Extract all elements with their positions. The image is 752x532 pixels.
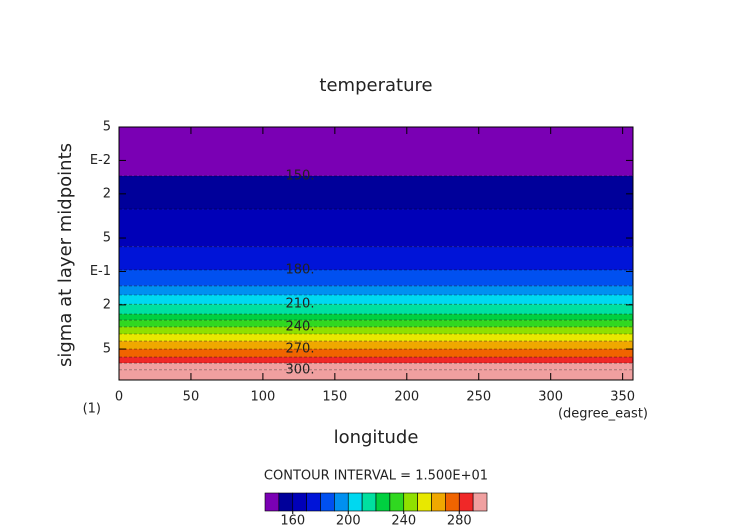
x-tick-label: 250 (466, 390, 491, 405)
contour-band (119, 357, 633, 364)
colorbar-box (292, 492, 307, 512)
colorbar-tick-label: 240 (391, 514, 416, 529)
colorbar-box (334, 492, 349, 512)
colorbar-box (278, 492, 294, 512)
x-tick-label: 300 (538, 390, 563, 405)
contour-band (119, 304, 633, 315)
y-tick-label: 2 (103, 186, 111, 201)
colorbar-box (458, 492, 474, 512)
x-tick-label: 350 (610, 390, 635, 405)
y-tick-label: 5 (103, 342, 111, 357)
x-tick-label: 0 (115, 390, 123, 405)
contour-label: 270. (286, 342, 315, 357)
contour-band (119, 363, 633, 370)
contour-label: 240. (286, 319, 315, 334)
y-tick-label: 2 (103, 297, 111, 312)
colorbar-box (431, 492, 446, 512)
contour-band (119, 341, 633, 350)
colorbar-box (361, 492, 377, 512)
contour-band (119, 209, 633, 247)
contour-band (119, 320, 633, 327)
colorbar-tick-label: 160 (280, 514, 305, 529)
contour-label: 300. (286, 362, 315, 377)
contour-band (119, 369, 633, 380)
y-tick-label: E-2 (90, 153, 111, 168)
colorbar-box (347, 492, 363, 512)
contour-label: 180. (286, 262, 315, 277)
colorbar-box (445, 492, 460, 512)
contour-band (119, 175, 633, 210)
y-tick-label: 5 (103, 120, 111, 135)
colorbar-box (320, 492, 335, 512)
contour-band (119, 246, 633, 270)
colorbar-box (264, 492, 280, 512)
colorbar-box (375, 492, 391, 512)
chart-title: temperature (319, 75, 432, 96)
y-tick-label: E-1 (90, 264, 111, 279)
contour-band (119, 295, 633, 305)
colorbar-box (403, 492, 418, 512)
y-tick-label: 5 (103, 231, 111, 246)
contour-interval: CONTOUR INTERVAL = 1.500E+01 (264, 469, 488, 484)
x-tick-label: 50 (183, 390, 200, 405)
contour-band (119, 326, 633, 335)
colorbar-box (306, 492, 321, 512)
colorbar-box (417, 492, 432, 512)
contour-band (119, 269, 633, 286)
x-axis-label: longitude (334, 427, 419, 448)
contour-band (119, 127, 633, 176)
x-tick-label: 100 (250, 390, 275, 405)
contour-label: 150. (286, 168, 315, 183)
contour-band (119, 349, 633, 358)
x-tick-label: 200 (394, 390, 419, 405)
x-unit: (degree_east) (558, 407, 648, 422)
colorbar-box (389, 492, 405, 512)
plot-frame (118, 126, 634, 381)
y-unit: (1) (83, 402, 101, 417)
colorbar-box (472, 492, 488, 512)
colorbar-tick-label: 280 (447, 514, 472, 529)
contour-band (119, 285, 633, 296)
colorbar-tick-label: 200 (336, 514, 361, 529)
contour-label: 210. (286, 297, 315, 312)
x-tick-label: 150 (322, 390, 347, 405)
contour-band (119, 334, 633, 342)
contour-band (119, 314, 633, 321)
y-axis-label: sigma at layer midpoints (55, 143, 76, 367)
